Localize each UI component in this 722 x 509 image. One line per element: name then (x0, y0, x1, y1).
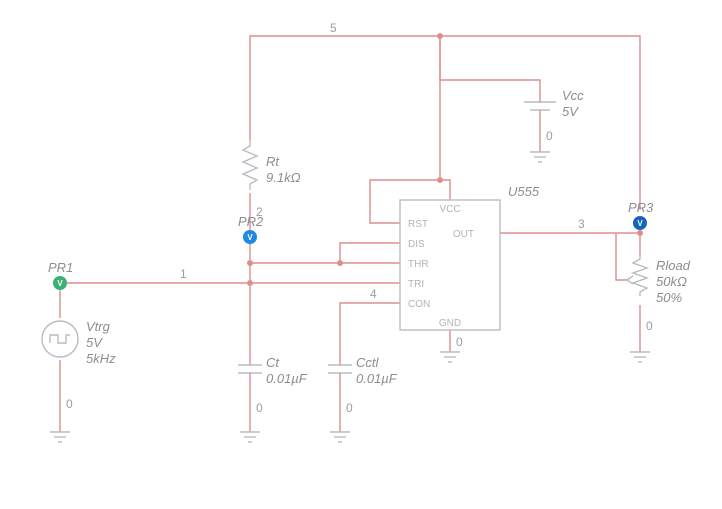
svg-text:0: 0 (646, 319, 653, 333)
net-3: 3 (578, 217, 585, 231)
vtrg-ref: Vtrg (86, 319, 111, 334)
pin-tri: TRI (408, 279, 424, 290)
rload-ref: Rload (656, 258, 691, 273)
ct-val: 0.01µF (266, 371, 308, 386)
junction-dots (247, 33, 643, 286)
pin-vcc: VCC (439, 204, 460, 215)
net-4: 4 (370, 287, 377, 301)
svg-text:V: V (247, 233, 253, 242)
vcc-ref: Vcc (562, 88, 584, 103)
ground-symbols (50, 152, 650, 442)
probe-pr2: V PR2 (238, 214, 264, 244)
ct-ref: Ct (266, 355, 280, 370)
vcc-val: 5V (562, 104, 579, 119)
pr3-label: PR3 (628, 200, 654, 215)
pin-gnd: GND (439, 318, 461, 329)
pr2-label: PR2 (238, 214, 264, 229)
svg-text:0: 0 (66, 397, 73, 411)
ct-cap: Ct 0.01µF (238, 355, 308, 386)
vcc-source: Vcc 5V (524, 88, 584, 120)
rload-v2: 50% (656, 290, 682, 305)
svg-text:0: 0 (256, 401, 263, 415)
schematic-canvas: Vtrg 5V 5kHz Rt 9.1kΩ Ct 0.01µF Cctl 0.0… (0, 0, 722, 509)
pin-rst: RST (408, 219, 428, 230)
svg-text:V: V (637, 219, 643, 228)
rload-pot: Rload 50kΩ 50% (627, 255, 691, 305)
svg-text:0: 0 (346, 401, 353, 415)
cctl-cap: Cctl 0.01µF (328, 355, 398, 386)
net-5: 5 (330, 21, 337, 35)
rt-val: 9.1kΩ (266, 170, 301, 185)
vtrg-source: Vtrg 5V 5kHz (42, 319, 116, 366)
u555-ref: U555 (508, 184, 540, 199)
pin-out: OUT (453, 229, 474, 240)
pin-dis: DIS (408, 239, 425, 250)
cctl-ref: Cctl (356, 355, 380, 370)
probe-pr3: V PR3 (628, 200, 654, 230)
probe-pr1: V PR1 (48, 260, 73, 290)
cctl-val: 0.01µF (356, 371, 398, 386)
rload-v1: 50kΩ (656, 274, 687, 289)
rt-resistor: Rt 9.1kΩ (243, 140, 301, 190)
svg-text:0: 0 (546, 129, 553, 143)
pr1-label: PR1 (48, 260, 73, 275)
u555-ic: RST DIS THR TRI CON OUT VCC GND U555 (400, 184, 540, 330)
pin-con: CON (408, 299, 430, 310)
svg-text:V: V (57, 279, 63, 288)
rt-ref: Rt (266, 154, 280, 169)
svg-text:0: 0 (456, 335, 463, 349)
vtrg-v: 5V (86, 335, 103, 350)
net-1: 1 (180, 267, 187, 281)
vtrg-f: 5kHz (86, 351, 116, 366)
pin-thr: THR (408, 259, 429, 270)
